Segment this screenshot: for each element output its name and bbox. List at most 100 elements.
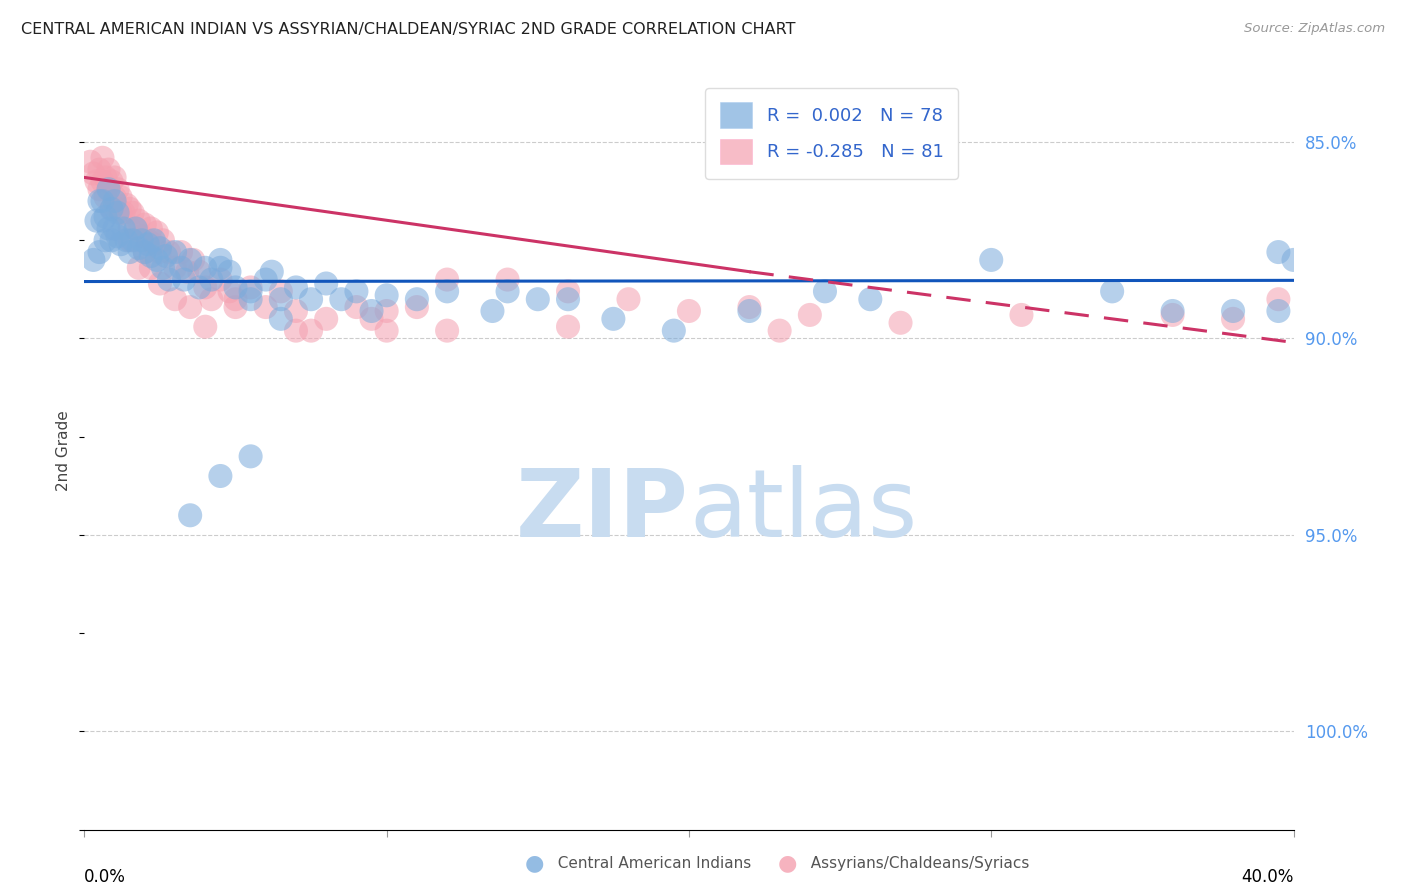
Point	[107, 202, 129, 216]
Point	[128, 213, 150, 227]
Point	[134, 218, 156, 232]
Point	[139, 249, 162, 263]
Point	[142, 237, 165, 252]
Point	[270, 292, 292, 306]
Point	[299, 292, 322, 306]
Point	[662, 324, 685, 338]
Point	[1101, 285, 1123, 299]
Point	[86, 213, 108, 227]
Point	[146, 252, 169, 267]
Point	[239, 285, 262, 299]
Point	[112, 206, 135, 220]
Point	[315, 277, 337, 291]
Point	[406, 292, 429, 306]
Point	[360, 311, 382, 326]
Point	[104, 190, 127, 204]
Point	[557, 292, 579, 306]
Point	[118, 221, 141, 235]
Point	[115, 233, 138, 247]
Point	[128, 260, 150, 275]
Point	[1161, 304, 1184, 318]
Point	[225, 280, 247, 294]
Point	[799, 308, 821, 322]
Point	[136, 233, 159, 247]
Point	[165, 292, 187, 306]
Point	[157, 272, 180, 286]
Point	[86, 174, 108, 188]
Point	[436, 324, 458, 338]
Point	[110, 237, 132, 252]
Point	[179, 252, 201, 267]
Point	[738, 300, 761, 314]
Point	[97, 221, 120, 235]
Point	[254, 272, 277, 286]
Point	[89, 194, 111, 208]
Point	[112, 221, 135, 235]
Point	[194, 319, 217, 334]
Point	[209, 272, 232, 286]
Point	[209, 252, 232, 267]
Point	[406, 300, 429, 314]
Point	[436, 285, 458, 299]
Point	[104, 194, 127, 208]
Point	[118, 233, 141, 247]
Point	[194, 260, 217, 275]
Point	[91, 151, 114, 165]
Point	[91, 174, 114, 188]
Point	[107, 229, 129, 244]
Point	[107, 206, 129, 220]
Point	[100, 202, 122, 216]
Point	[859, 292, 882, 306]
Point	[118, 245, 141, 260]
Text: ●: ●	[524, 854, 544, 873]
Point	[1222, 304, 1244, 318]
Point	[82, 252, 104, 267]
Point	[188, 265, 211, 279]
Point	[194, 280, 217, 294]
Point	[270, 285, 292, 299]
Point	[157, 245, 180, 260]
Point	[107, 182, 129, 196]
Point	[149, 241, 172, 255]
Legend: R =  0.002   N = 78, R = -0.285   N = 81: R = 0.002 N = 78, R = -0.285 N = 81	[706, 88, 957, 178]
Point	[134, 245, 156, 260]
Point	[1267, 304, 1289, 318]
Point	[980, 252, 1002, 267]
Point	[738, 304, 761, 318]
Point	[375, 324, 398, 338]
Point	[225, 300, 247, 314]
Point	[100, 174, 122, 188]
Text: 0.0%: 0.0%	[84, 869, 127, 887]
Point	[97, 182, 120, 196]
Point	[139, 221, 162, 235]
Point	[79, 154, 101, 169]
Point	[110, 206, 132, 220]
Text: Central American Indians: Central American Indians	[548, 856, 752, 871]
Point	[131, 229, 153, 244]
Point	[125, 221, 148, 235]
Point	[89, 182, 111, 196]
Point	[330, 292, 353, 306]
Text: CENTRAL AMERICAN INDIAN VS ASSYRIAN/CHALDEAN/SYRIAC 2ND GRADE CORRELATION CHART: CENTRAL AMERICAN INDIAN VS ASSYRIAN/CHAL…	[21, 22, 796, 37]
Point	[239, 450, 262, 464]
Point	[602, 311, 624, 326]
Point	[179, 508, 201, 523]
Point	[118, 202, 141, 216]
Point	[94, 233, 117, 247]
Point	[94, 210, 117, 224]
Point	[254, 300, 277, 314]
Point	[481, 304, 503, 318]
Point	[209, 469, 232, 483]
Point	[285, 280, 308, 294]
Point	[134, 245, 156, 260]
Point	[496, 272, 519, 286]
Point	[225, 292, 247, 306]
Point	[557, 319, 579, 334]
Point	[89, 162, 111, 177]
Point	[1267, 245, 1289, 260]
Point	[170, 245, 193, 260]
Point	[1222, 311, 1244, 326]
Point	[375, 304, 398, 318]
Point	[814, 285, 837, 299]
Point	[209, 260, 232, 275]
